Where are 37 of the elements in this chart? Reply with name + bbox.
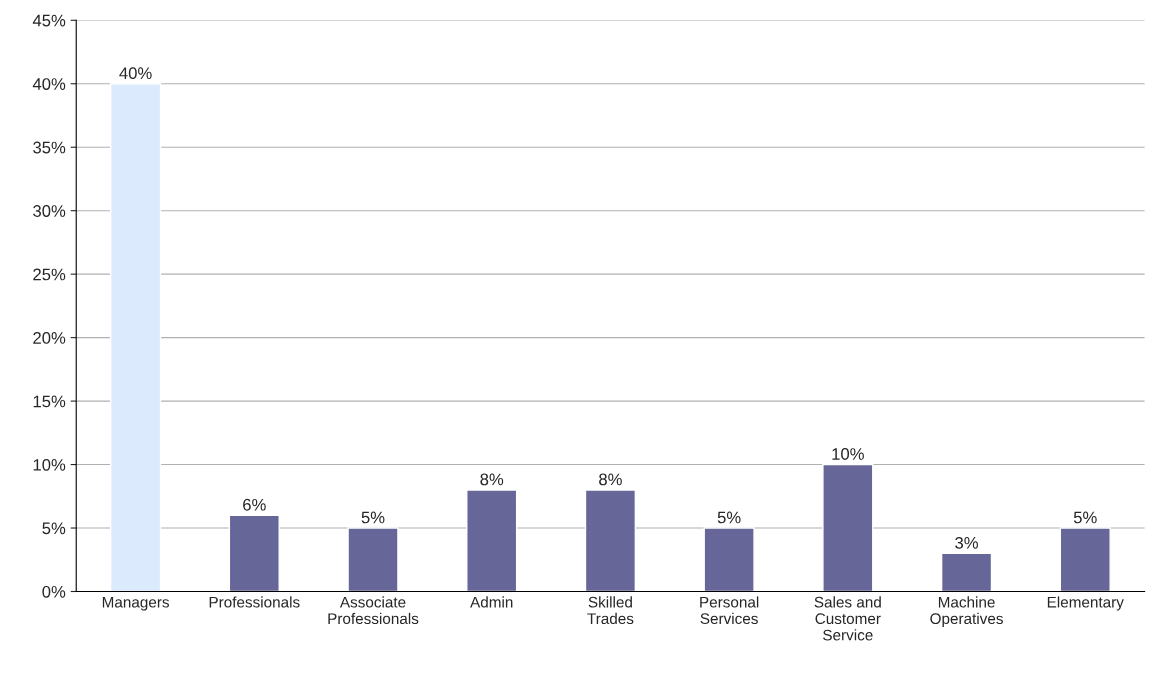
data-label: 10% [832, 448, 864, 460]
x-tick-label: Personal Services [700, 596, 759, 625]
bar [822, 463, 874, 592]
bar [466, 489, 518, 592]
x-tick-label: Skilled Trades [587, 596, 634, 625]
bar [940, 552, 993, 592]
y-tick-label: 35% [33, 141, 66, 154]
y-tick-label: 30% [33, 205, 66, 217]
y-tick-label: 40% [32, 78, 66, 90]
x-tick-label: Elementary [1047, 596, 1124, 611]
y-tick-label: 5% [42, 522, 66, 535]
data-label: 6% [243, 498, 266, 511]
bar [703, 527, 755, 592]
data-label: 8% [480, 473, 504, 486]
x-tick-label: Professionals [209, 596, 300, 608]
x-tick-label: Machine Operatives [930, 596, 1003, 628]
data-label: 5% [1073, 511, 1097, 524]
x-tick-label: Managers [102, 596, 169, 611]
y-tick-label: 15% [33, 395, 66, 408]
y-tick-label: 10% [33, 458, 66, 471]
y-tick-label: 25% [33, 268, 66, 281]
y-tick-label: 45% [32, 14, 66, 27]
x-tick-label: Admin [470, 596, 513, 608]
bar [228, 514, 280, 592]
data-label: 40% [119, 67, 152, 80]
y-tick-label: 0% [42, 585, 66, 598]
data-label: 8% [599, 473, 622, 486]
data-label: 3% [955, 536, 978, 549]
x-tick-label: Sales and Customer Service [814, 596, 881, 641]
data-label: 5% [361, 511, 385, 524]
data-label: 5% [717, 511, 741, 524]
x-tick-label: Associate Professionals [328, 596, 419, 625]
bar [1059, 527, 1111, 592]
bar [584, 489, 637, 592]
bar [347, 527, 399, 592]
y-tick-label: 20% [33, 332, 66, 344]
bar [109, 83, 162, 592]
